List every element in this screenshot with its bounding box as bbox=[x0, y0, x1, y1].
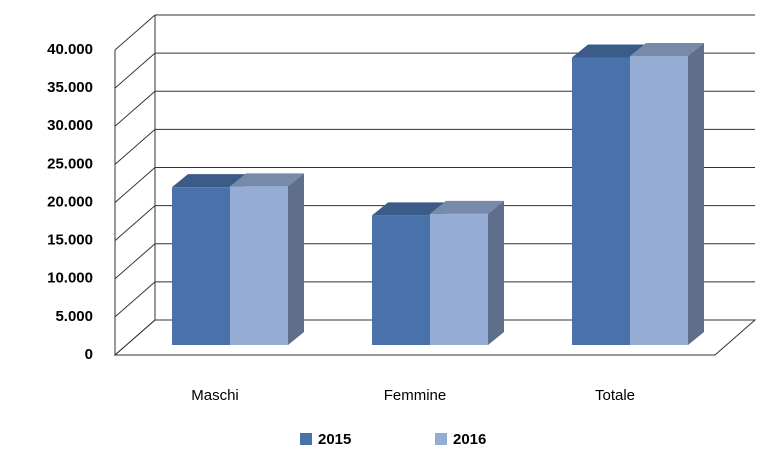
grid-line bbox=[114, 205, 156, 242]
y-tick-label: 5.000 bbox=[55, 308, 93, 325]
bar-top bbox=[430, 200, 504, 214]
bar-side bbox=[488, 200, 504, 345]
grid-line bbox=[114, 167, 156, 203]
grid-line bbox=[114, 52, 156, 89]
grid-line bbox=[114, 281, 156, 318]
x-tick-label: Totale bbox=[595, 387, 635, 404]
x-tick-label: Femmine bbox=[384, 387, 447, 404]
bar bbox=[372, 215, 430, 345]
bar bbox=[630, 56, 688, 345]
legend-label: 2015 bbox=[318, 431, 351, 448]
bar-top bbox=[230, 173, 304, 187]
legend-label: 2016 bbox=[453, 431, 486, 448]
y-tick-label: 35.000 bbox=[47, 79, 93, 96]
y-tick-label: 30.000 bbox=[47, 117, 93, 134]
bar bbox=[230, 186, 288, 345]
bar-side bbox=[688, 43, 704, 345]
bar bbox=[572, 57, 630, 345]
bar bbox=[430, 213, 488, 345]
bar-top bbox=[372, 202, 446, 216]
grid-line bbox=[114, 319, 156, 356]
y-tick-label: 0 bbox=[85, 346, 93, 363]
bar-side bbox=[288, 173, 304, 345]
legend-swatch bbox=[300, 433, 312, 445]
y-tick-label: 15.000 bbox=[47, 232, 93, 249]
bar-top bbox=[572, 44, 646, 58]
bar-top bbox=[630, 43, 704, 57]
grid-line bbox=[114, 243, 156, 280]
bar bbox=[172, 187, 230, 345]
grid-line bbox=[114, 128, 156, 165]
y-tick-label: 25.000 bbox=[47, 155, 93, 172]
grid-line bbox=[114, 14, 156, 51]
legend-swatch bbox=[435, 433, 447, 445]
grid-line bbox=[114, 90, 156, 127]
y-tick-label: 10.000 bbox=[47, 270, 93, 287]
bar-top bbox=[172, 174, 246, 188]
y-tick-label: 20.000 bbox=[47, 193, 93, 210]
y-tick-label: 40.000 bbox=[47, 41, 93, 58]
x-tick-label: Maschi bbox=[191, 387, 239, 404]
